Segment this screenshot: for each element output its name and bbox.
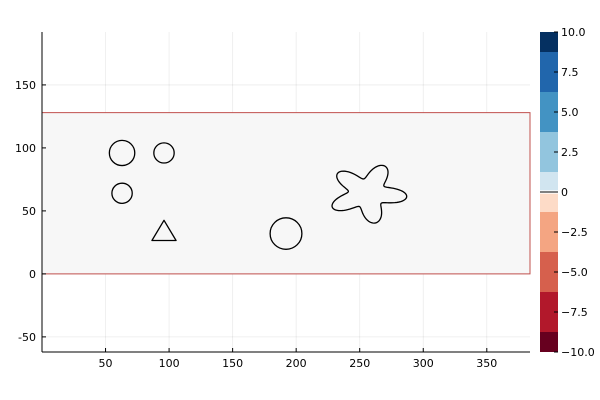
x-tick-label: 200	[286, 357, 307, 370]
colorbar-bin	[540, 193, 558, 212]
y-axis-ticks: -50 0 50 100 150	[15, 79, 46, 344]
x-tick-label: 350	[476, 357, 497, 370]
circle-obstacle-2	[111, 182, 133, 204]
x-tick-label: 250	[349, 357, 370, 370]
x-tick-label: 300	[413, 357, 434, 370]
colorbar: 10.0 7.5 5.0 2.5 0 −2.5 −5.0 −7.5 −10.0	[540, 26, 595, 359]
colorbar-bin	[540, 172, 558, 191]
triangle-obstacle-3	[151, 219, 177, 242]
y-tick-label: 0	[29, 268, 36, 281]
colorbar-tick-label: 5.0	[561, 106, 579, 119]
field-region	[41, 112, 531, 275]
colorbar-tick-label: −10.0	[561, 346, 595, 359]
colorbar-bin	[540, 212, 558, 252]
colorbar-bin	[540, 52, 558, 92]
y-tick-label: 100	[15, 142, 36, 155]
colorbar-tick-label: 7.5	[561, 66, 579, 79]
colorbar-bin	[540, 332, 558, 352]
colorbar-tick-label: −7.5	[561, 306, 588, 319]
x-axis-ticks: 50 100 150 200 250 300 350	[99, 348, 497, 370]
y-tick-label: -50	[18, 331, 36, 344]
colorbar-bin	[540, 92, 558, 132]
x-tick-label: 150	[222, 357, 243, 370]
field-rect	[41, 112, 531, 275]
blob-obstacle-5	[331, 164, 408, 224]
colorbar-bin	[540, 292, 558, 332]
obstacle-shapes	[108, 139, 408, 250]
circle-obstacle-1	[153, 142, 175, 164]
colorbar-bin	[540, 252, 558, 292]
circle-obstacle-0	[108, 139, 136, 167]
y-tick-label: 150	[15, 79, 36, 92]
colorbar-tick-label: −2.5	[561, 226, 588, 239]
colorbar-tick-label: 10.0	[561, 26, 586, 39]
x-tick-label: 100	[159, 357, 180, 370]
y-tick-label: 50	[22, 205, 36, 218]
colorbar-tick-label: 2.5	[561, 146, 579, 159]
colorbar-bin	[540, 32, 558, 52]
circle-obstacle-4	[269, 217, 303, 250]
x-tick-label: 50	[99, 357, 113, 370]
colorbar-bin	[540, 132, 558, 172]
colorbar-tick-label: −5.0	[561, 266, 588, 279]
colorbar-tick-label: 0	[561, 186, 568, 199]
